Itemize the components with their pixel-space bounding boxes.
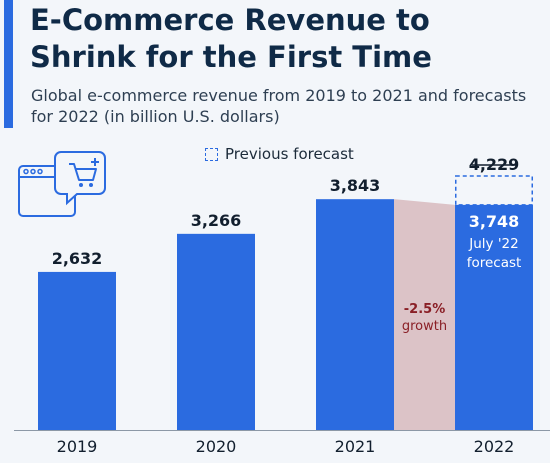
chart-title: E-Commerce Revenue to Shrink for the Fir…	[30, 3, 432, 74]
bar-2021	[316, 199, 394, 430]
tick-label-2020: 2020	[196, 437, 237, 456]
chart-legend: Previous forecast	[205, 145, 354, 163]
browser-cart-icon	[18, 151, 106, 217]
value-label-2022: 3,748	[469, 212, 520, 231]
value-label-2021: 3,843	[330, 176, 381, 195]
tick-label-2021: 2021	[335, 437, 376, 456]
previous-forecast-box	[455, 175, 533, 206]
title-accent-bar	[4, 0, 13, 128]
forecast-note-line-2: forecast	[467, 255, 522, 271]
growth-annotation-value: -2.5%	[404, 302, 445, 317]
forecast-note-line-1: July '22	[468, 236, 518, 252]
growth-annotation-label: growth	[402, 319, 447, 334]
legend-label-previous-forecast: Previous forecast	[225, 145, 354, 163]
value-label-2020: 3,266	[191, 211, 242, 230]
tick-label-2019: 2019	[57, 437, 98, 456]
chart-subtitle: Global e-commerce revenue from 2019 to 2…	[31, 86, 527, 126]
decline-band	[394, 199, 455, 430]
bar-2022	[455, 204, 533, 430]
legend-dashed-swatch	[205, 147, 218, 161]
bar-2020	[177, 233, 255, 430]
bar-2019	[38, 271, 116, 430]
value-label-2019: 2,632	[52, 249, 103, 268]
tick-label-2022: 2022	[474, 437, 515, 456]
